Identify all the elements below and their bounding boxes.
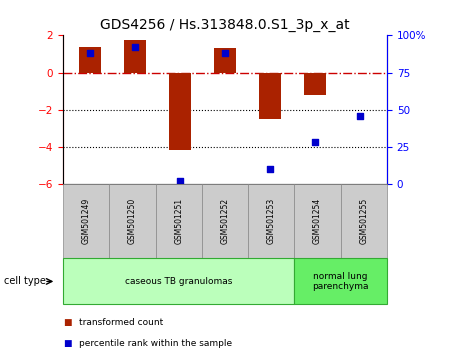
Point — [266, 166, 274, 172]
Point — [131, 45, 139, 50]
Text: GSM501249: GSM501249 — [81, 198, 90, 244]
Bar — [214, 48, 236, 73]
Point — [221, 50, 229, 56]
Point — [395, 70, 402, 75]
Bar — [124, 40, 146, 73]
Text: GSM501250: GSM501250 — [128, 198, 137, 244]
Text: GSM501251: GSM501251 — [174, 198, 183, 244]
Text: GSM501253: GSM501253 — [267, 198, 276, 244]
Text: GDS4256 / Hs.313848.0.S1_3p_x_at: GDS4256 / Hs.313848.0.S1_3p_x_at — [100, 18, 350, 32]
Text: GSM501254: GSM501254 — [313, 198, 322, 244]
Text: ■: ■ — [63, 339, 72, 348]
Text: cell type: cell type — [4, 276, 46, 286]
Bar — [259, 73, 281, 119]
Point — [86, 50, 94, 56]
Text: GSM501255: GSM501255 — [360, 198, 369, 244]
Bar — [169, 73, 191, 150]
Text: percentile rank within the sample: percentile rank within the sample — [79, 339, 232, 348]
Point — [311, 139, 319, 145]
Text: transformed count: transformed count — [79, 318, 163, 327]
Text: ■: ■ — [63, 318, 72, 327]
Bar — [79, 46, 101, 73]
Text: GSM501252: GSM501252 — [220, 198, 230, 244]
Text: normal lung
parenchyma: normal lung parenchyma — [312, 272, 369, 291]
Point — [356, 113, 364, 119]
Point — [176, 178, 184, 184]
Text: caseous TB granulomas: caseous TB granulomas — [125, 277, 232, 286]
Bar — [304, 73, 326, 95]
